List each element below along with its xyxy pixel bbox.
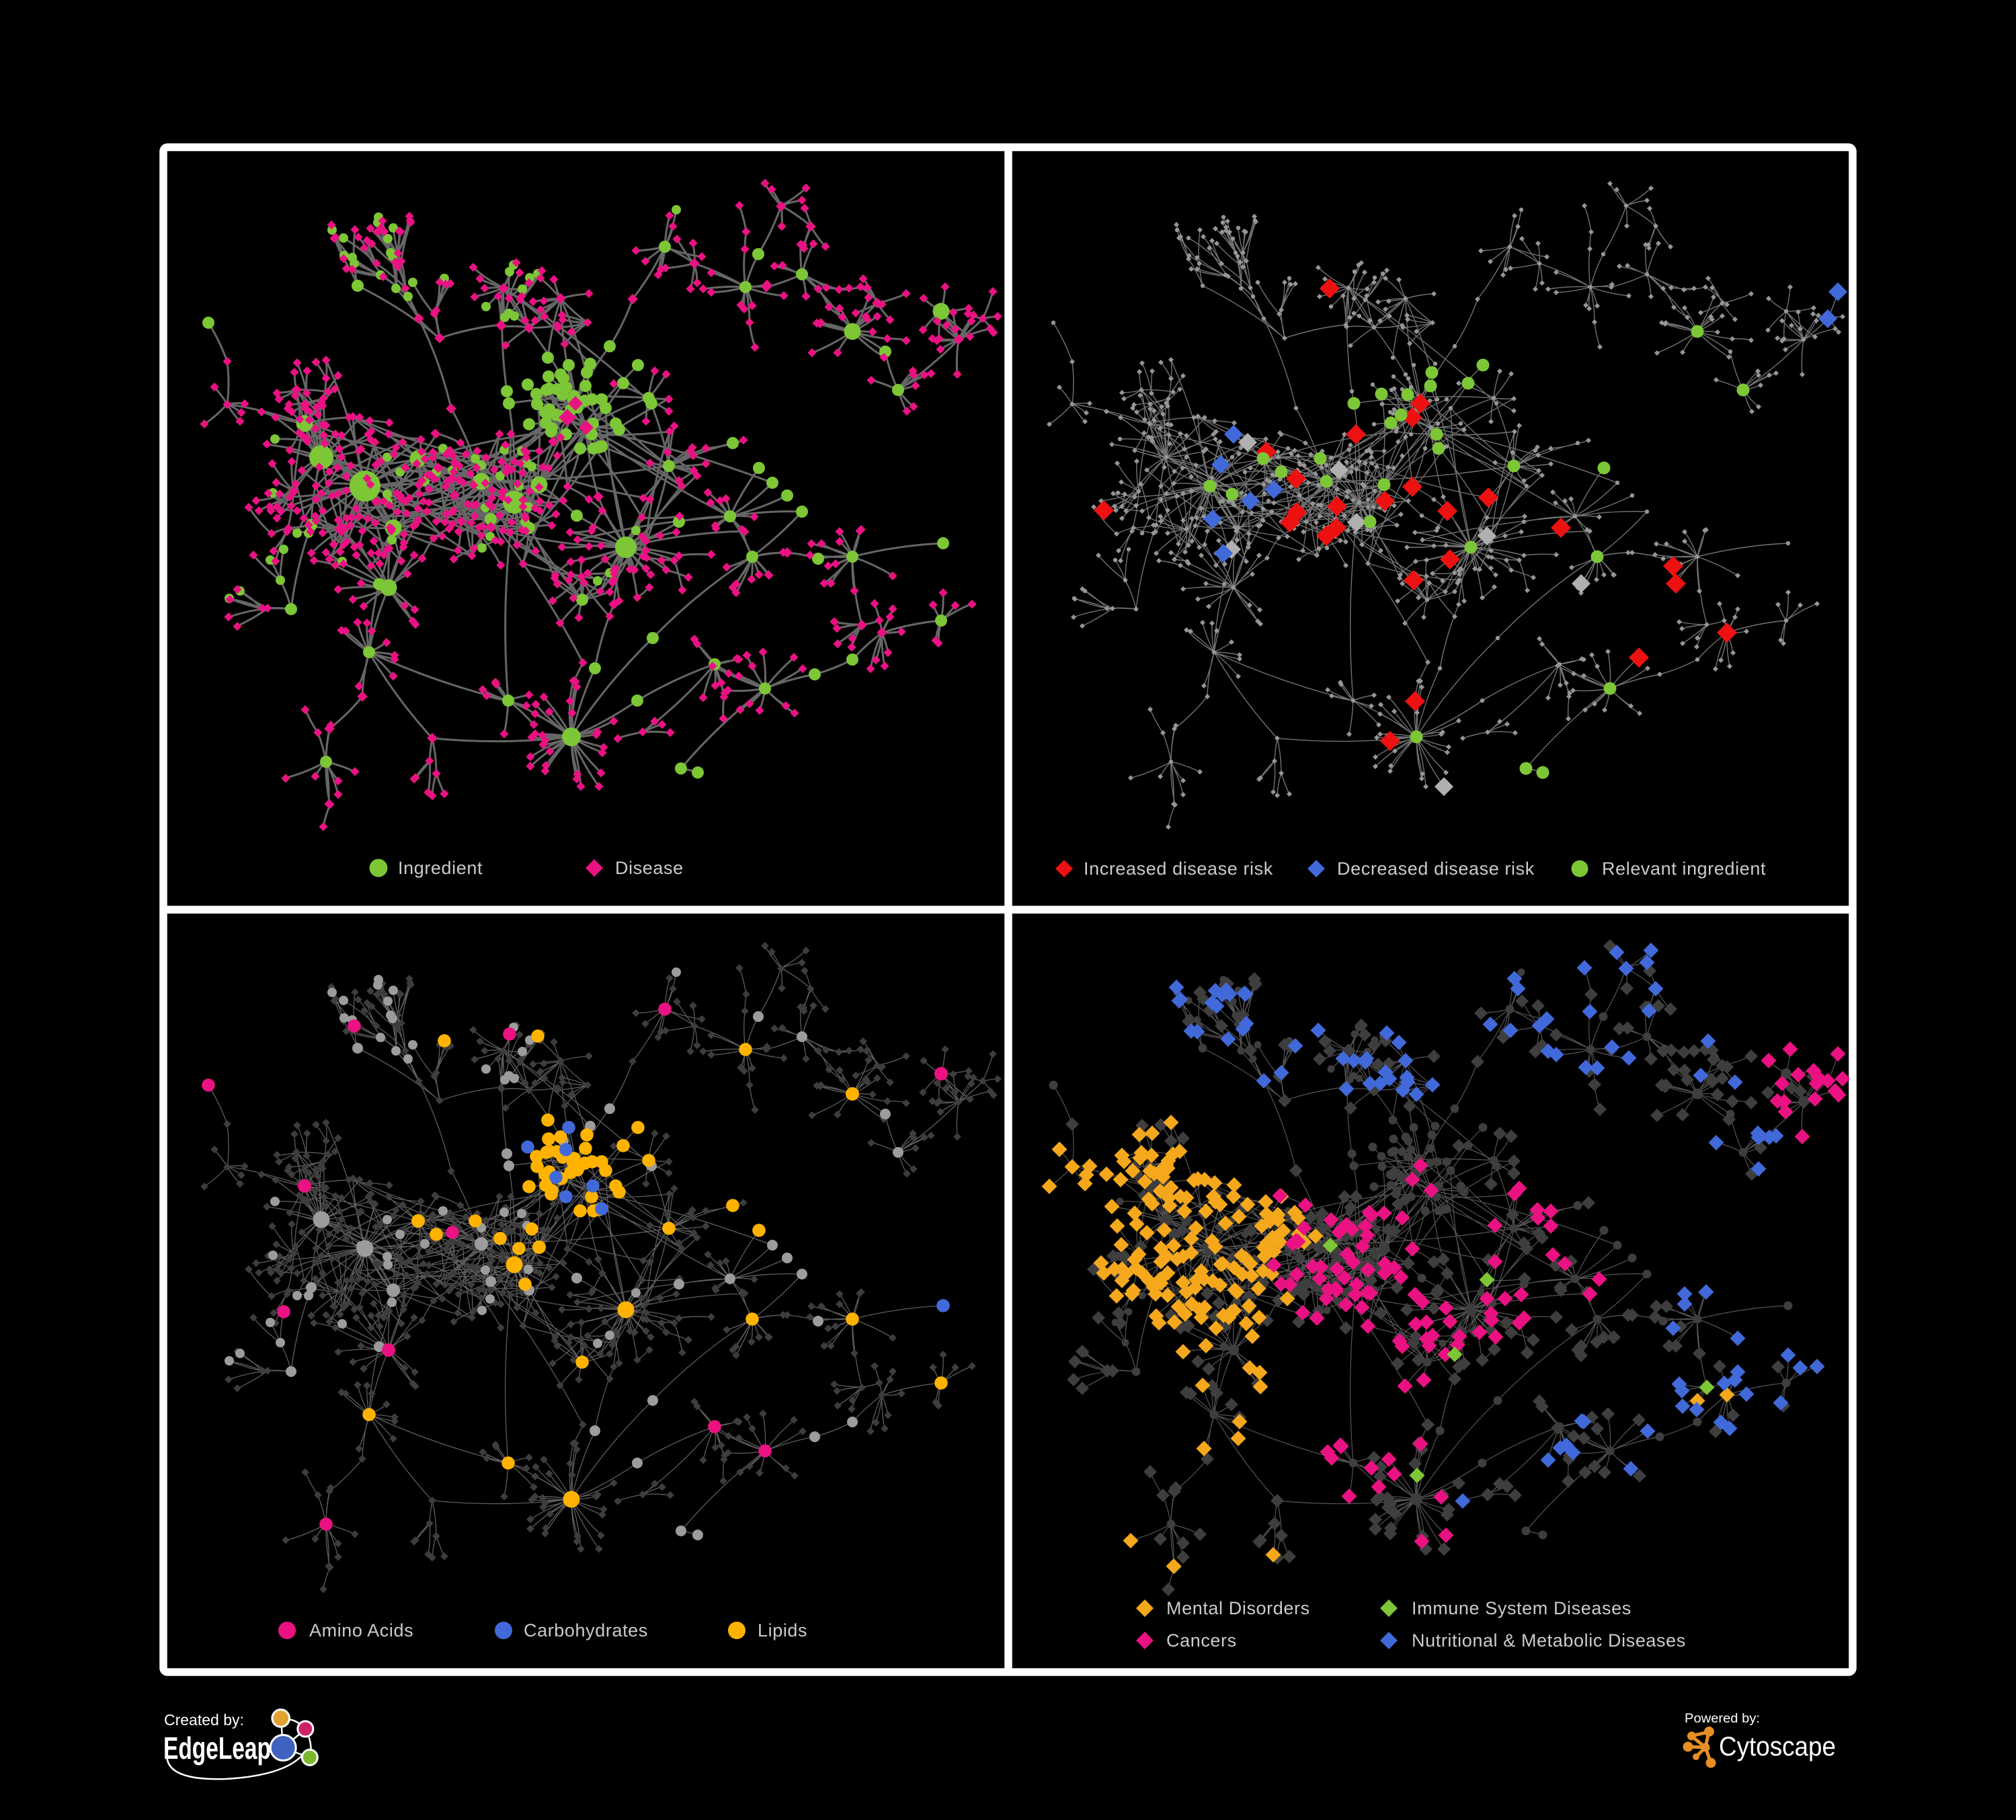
svg-text:Cytoscape: Cytoscape xyxy=(1719,1732,1836,1762)
svg-text:Ingredient: Ingredient xyxy=(398,858,483,878)
svg-text:Carbohydrates: Carbohydrates xyxy=(524,1620,648,1640)
svg-text:Relevant ingredient: Relevant ingredient xyxy=(1602,859,1766,879)
svg-text:Amino Acids: Amino Acids xyxy=(309,1620,413,1640)
svg-text:Mental Disorders: Mental Disorders xyxy=(1166,1598,1310,1618)
svg-text:Created by:: Created by: xyxy=(164,1711,244,1729)
svg-text:Cancers: Cancers xyxy=(1166,1630,1237,1651)
svg-text:Powered by:: Powered by: xyxy=(1685,1712,1760,1726)
svg-text:Immune System Diseases: Immune System Diseases xyxy=(1412,1598,1631,1618)
svg-text:Decreased disease risk: Decreased disease risk xyxy=(1337,859,1535,879)
svg-text:Nutritional & Metabolic Diseas: Nutritional & Metabolic Diseases xyxy=(1412,1630,1686,1651)
svg-text:Disease: Disease xyxy=(615,858,684,878)
svg-text:EdgeLeap: EdgeLeap xyxy=(163,1731,271,1766)
svg-text:Increased disease risk: Increased disease risk xyxy=(1084,859,1273,879)
svg-text:Lipids: Lipids xyxy=(758,1620,807,1640)
